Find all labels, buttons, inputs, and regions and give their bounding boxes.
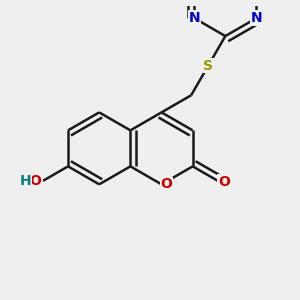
- Text: O: O: [160, 177, 172, 191]
- Text: H: H: [19, 174, 31, 188]
- Text: N: N: [188, 11, 200, 25]
- Text: S: S: [203, 59, 213, 73]
- Text: O: O: [29, 174, 41, 188]
- Text: N: N: [251, 11, 262, 25]
- Text: O: O: [218, 175, 230, 189]
